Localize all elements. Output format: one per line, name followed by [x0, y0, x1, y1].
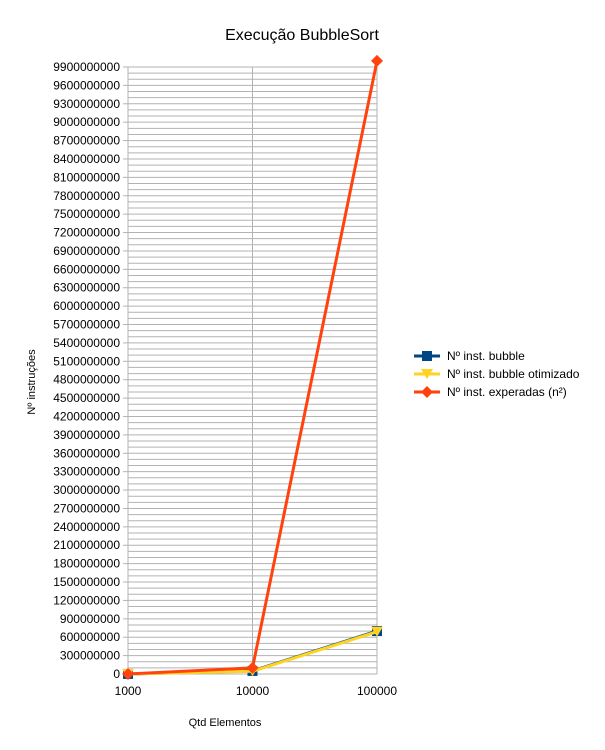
y-tick-label: 9900000000 [53, 60, 120, 74]
data-point [371, 626, 383, 637]
y-tick-label: 3300000000 [53, 465, 120, 479]
data-point [246, 661, 259, 674]
y-tick-label: 8100000000 [53, 170, 120, 184]
legend: Nº inst. bubble Nº inst. bubble otimizado… [414, 349, 580, 399]
series-group [122, 54, 383, 680]
x-tick-label: 10000 [236, 684, 270, 698]
x-tick-label: 1000 [115, 684, 142, 698]
y-axis-label: Nº instruções [26, 349, 38, 415]
y-tick-label: 600000000 [60, 630, 120, 644]
y-tick-label: 7800000000 [53, 189, 120, 203]
y-tick-label: 8700000000 [53, 134, 120, 148]
y-tick-label: 5400000000 [53, 336, 120, 350]
x-axis-label: Qtd Elementos [189, 717, 262, 729]
y-tick-label: 1200000000 [53, 593, 120, 607]
y-tick-label: 9000000000 [53, 115, 120, 129]
gridlines [123, 66, 378, 675]
legend-marker [421, 386, 433, 398]
data-point [122, 667, 134, 680]
x-tick-label: 100000 [357, 684, 397, 698]
data-point [371, 54, 383, 67]
y-tick-label: 900000000 [60, 612, 120, 626]
y-tick-label: 2400000000 [53, 520, 120, 534]
legend-entry: Nº inst. experadas (n²) [447, 385, 567, 399]
y-tick-label: 4200000000 [53, 409, 120, 423]
y-tick-label: 3900000000 [53, 428, 120, 442]
y-tick-label: 9300000000 [53, 97, 120, 111]
y-tick-label: 5100000000 [53, 354, 120, 368]
y-tick-label: 4800000000 [53, 373, 120, 387]
chart-title: Execução BubbleSort [225, 27, 379, 44]
y-tick-label: 6900000000 [53, 244, 120, 258]
legend-marker [422, 351, 432, 361]
legend-entry: Nº inst. bubble otimizado [447, 367, 580, 381]
y-tick-label: 3600000000 [53, 446, 120, 460]
y-tick-label: 6000000000 [53, 299, 120, 313]
y-tick-label: 6300000000 [53, 281, 120, 295]
y-tick-label: 2100000000 [53, 538, 120, 552]
x-tick-labels: 1000 10000 100000 [115, 684, 398, 698]
y-tick-label: 3000000000 [53, 483, 120, 497]
legend-marker [421, 369, 433, 379]
y-tick-label: 8400000000 [53, 152, 120, 166]
y-tick-label: 1500000000 [53, 575, 120, 589]
y-tick-label: 1800000000 [53, 557, 120, 571]
y-tick-label: 7500000000 [53, 207, 120, 221]
y-tick-label: 4500000000 [53, 391, 120, 405]
y-tick-label: 2700000000 [53, 501, 120, 515]
y-tick-label: 0 [113, 667, 120, 681]
y-tick-label: 6600000000 [53, 262, 120, 276]
y-tick-label: 7200000000 [53, 226, 120, 240]
y-tick-labels: 0 300000000 600000000 900000000 1200000000 15… [53, 60, 120, 681]
legend-entry: Nº inst. bubble [447, 349, 525, 363]
y-tick-label: 9600000000 [53, 78, 120, 92]
y-tick-label: 5700000000 [53, 318, 120, 332]
y-tick-label: 300000000 [60, 649, 120, 663]
